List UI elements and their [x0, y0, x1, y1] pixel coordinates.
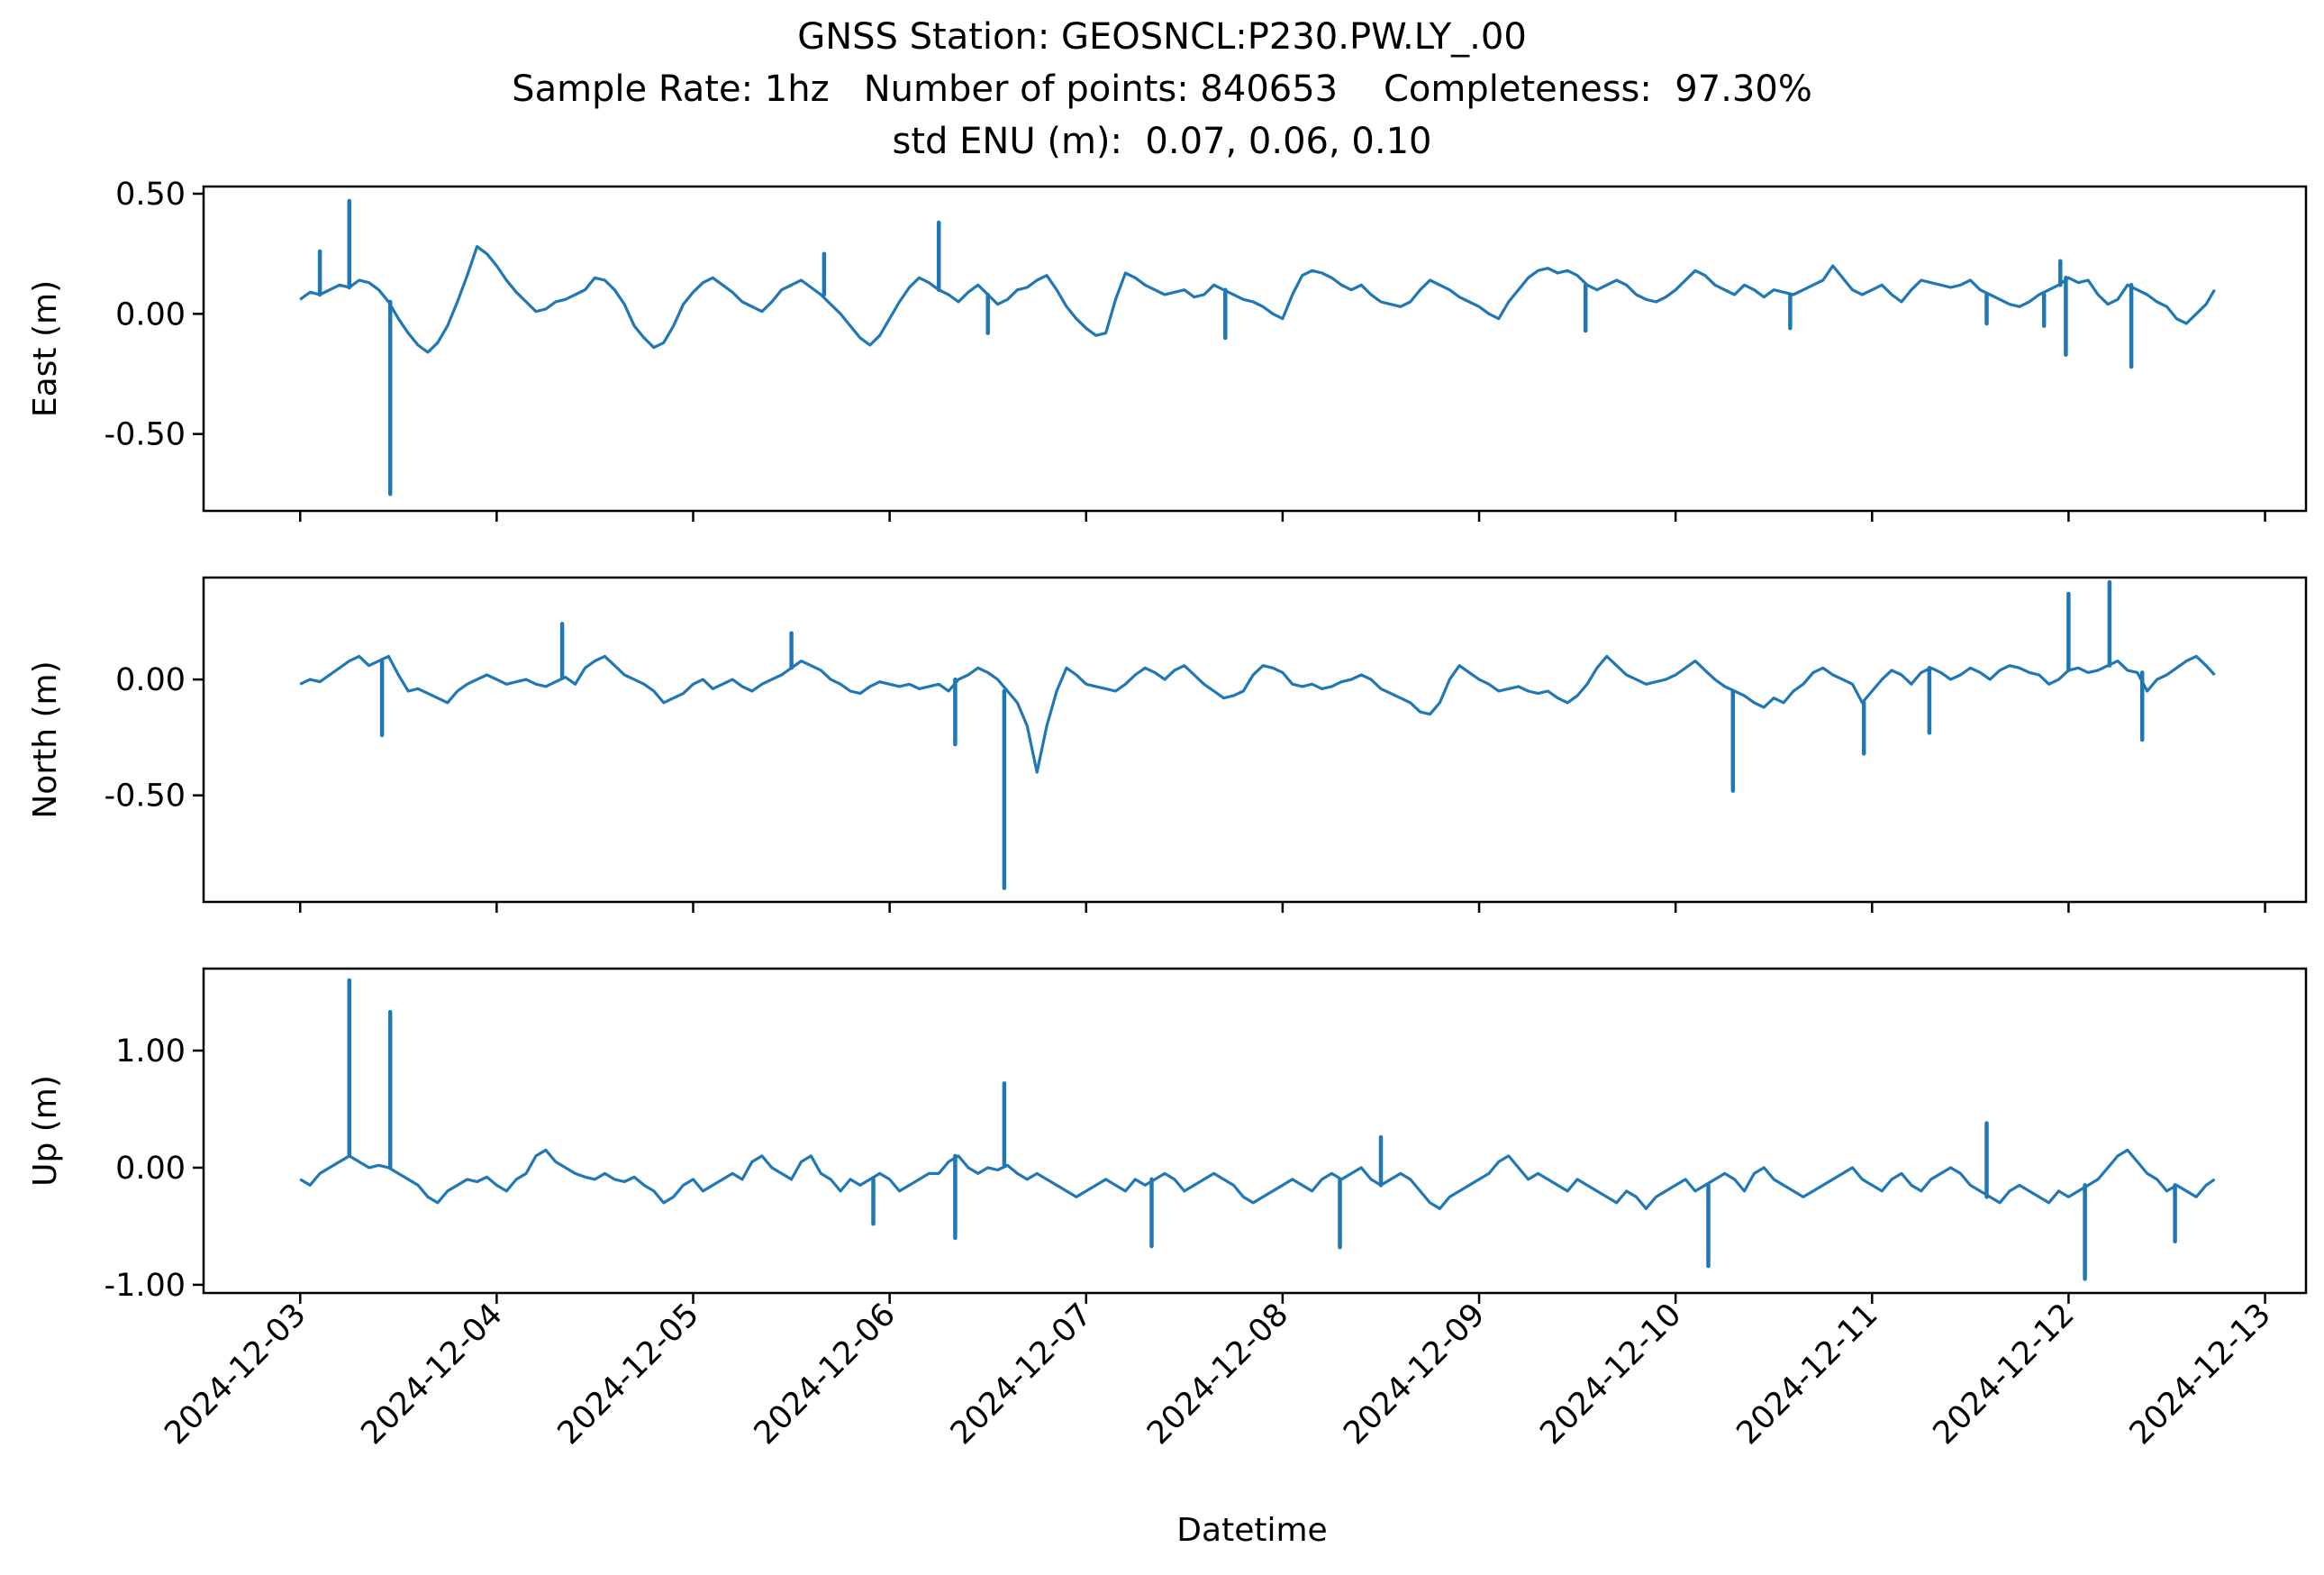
east-y-axis-label: East (m): [27, 280, 64, 417]
x-tick-label-2: 2024-12-05: [551, 1297, 706, 1452]
north-plot-frame: [202, 576, 2308, 904]
x-tick-label-3: 2024-12-06: [748, 1297, 903, 1452]
x-tick-label-0: 2024-12-03: [158, 1297, 313, 1452]
up-y-tick-label-1: 0.00: [115, 1151, 186, 1187]
up-panel: 1.00 0.00 -1.00 Up (m) 2024-12-03 2024-12-04 2…: [27, 967, 2308, 1452]
x-tick-label-4: 2024-12-07: [944, 1297, 1099, 1452]
east-series-line: [299, 245, 2216, 354]
x-tick-label-7: 2024-12-10: [1533, 1297, 1688, 1452]
north-y-tick-label-0: 0.00: [115, 662, 186, 698]
north-panel: 0.00 -0.50 North (m): [27, 576, 2308, 913]
x-tick-label-6: 2024-12-09: [1337, 1297, 1492, 1452]
up-y-axis-label: Up (m): [27, 1075, 64, 1187]
up-plot-frame: [202, 967, 2308, 1295]
east-y-tick-label-1: 0.00: [115, 296, 186, 332]
x-axis-label: Datetime: [1176, 1512, 1327, 1549]
east-plot-frame: [202, 185, 2308, 513]
east-panel: 0.50 0.00 -0.50 East (m): [27, 177, 2308, 522]
east-y-tick-label-0: 0.50: [115, 177, 186, 213]
chart-title-line-3: std ENU (m): 0.07, 0.06, 0.10: [893, 121, 1432, 162]
north-series-line: [299, 654, 2216, 774]
chart-title-line-1: GNSS Station: GEOSNCL:P230.PW.LY_.00: [797, 16, 1527, 58]
north-y-axis-label: North (m): [27, 660, 64, 818]
x-tick-label-9: 2024-12-12: [1927, 1297, 2082, 1452]
up-y-tick-label-0: 1.00: [115, 1033, 186, 1070]
north-y-tick-label-1: -0.50: [104, 778, 186, 815]
east-y-tick-label-2: -0.50: [104, 417, 186, 453]
x-tick-label-5: 2024-12-08: [1140, 1297, 1295, 1452]
chart-panels: 0.50 0.00 -0.50 East (m) 0.00 -0.50 North (m) 1…: [27, 177, 2308, 1452]
up-y-tick-label-2: -1.00: [104, 1268, 186, 1304]
chart-title-line-2: Sample Rate: 1hz Number of points: 84065…: [512, 68, 1812, 110]
x-tick-label-1: 2024-12-04: [355, 1297, 510, 1452]
x-tick-label-8: 2024-12-11: [1730, 1297, 1885, 1452]
up-series-line: [299, 1148, 2216, 1210]
x-tick-label-10: 2024-12-13: [2123, 1297, 2278, 1452]
